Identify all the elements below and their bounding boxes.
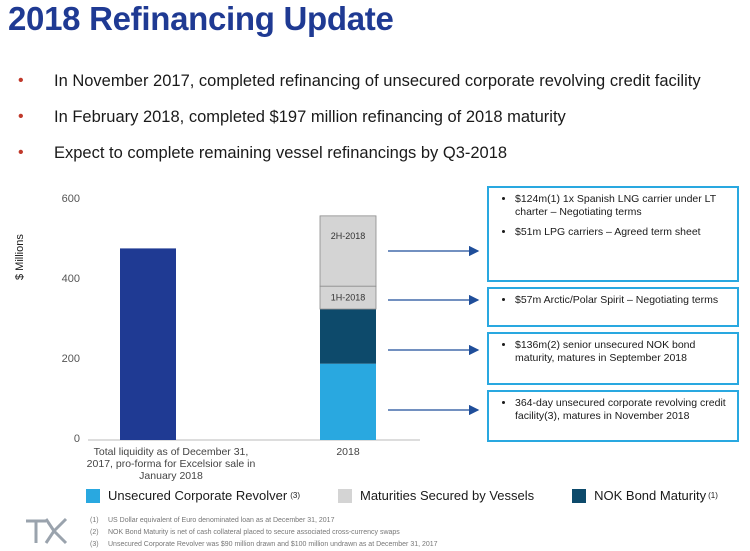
chart-legend: Unsecured Corporate Revolver (3) Maturit…: [86, 488, 750, 503]
legend-footnote-ref: (3): [290, 491, 300, 500]
legend-label: NOK Bond Maturity: [594, 488, 707, 503]
bullet-text: In November 2017, completed refinancing …: [54, 72, 701, 90]
legend-item-nok: NOK Bond Maturity (1): [572, 488, 718, 503]
bar-segment-unsecured-corporate-revolver: [320, 363, 376, 440]
footnote: (3) Unsecured Corporate Revolver was $90 …: [90, 539, 438, 551]
footnotes: (1) US Dollar equivalent of Euro denomina…: [90, 515, 438, 551]
legend-item-vessels: Maturities Secured by Vessels: [337, 488, 535, 503]
bullet-dot-icon: •: [18, 72, 24, 89]
callout-item: 364-day unsecured corporate revolving cr…: [515, 397, 731, 423]
bullet-item: • In February 2018, completed $197 millio…: [18, 106, 701, 142]
y-tick-label: 0: [73, 433, 80, 445]
bar-segment-label: 1H-2018: [331, 293, 366, 303]
legend-swatch: [86, 488, 100, 503]
footnote-text: US Dollar equivalent of Euro denominated…: [108, 517, 335, 524]
footnote-text: Unsecured Corporate Revolver was $90 mil…: [108, 541, 438, 548]
footnote: (1) US Dollar equivalent of Euro denomina…: [90, 515, 438, 527]
bar-segment-total-liquidity: [120, 248, 176, 440]
callout-item: $136m(2) senior unsecured NOK bond matur…: [515, 339, 731, 365]
footnote: (2) NOK Bond Maturity is net of cash coll…: [90, 527, 438, 539]
bullet-text: In February 2018, completed $197 million…: [54, 108, 566, 126]
legend-swatch: [572, 488, 587, 503]
legend-label: Maturities Secured by Vessels: [359, 488, 535, 503]
legend-footnote-ref: (1): [708, 491, 718, 500]
y-tick-label: 200: [61, 353, 80, 365]
bullet-list: • In November 2017, completed refinancing…: [18, 70, 701, 178]
callout-vessels-1h: $57m Arctic/Polar Spirit – Negotiating t…: [487, 287, 739, 327]
bullet-dot-icon: •: [18, 108, 24, 125]
bar-segment-2h-2018: [319, 215, 377, 287]
legend-swatch: [337, 488, 352, 503]
page-title: 2018 Refinancing Update: [8, 0, 394, 37]
bullet-dot-icon: •: [18, 144, 24, 161]
bullet-item: • In November 2017, completed refinancing…: [18, 70, 701, 106]
legend-item-revolver: Unsecured Corporate Revolver (3): [86, 488, 300, 503]
footnote-text: NOK Bond Maturity is net of cash collate…: [108, 529, 400, 536]
legend-label: Unsecured Corporate Revolver: [108, 488, 288, 503]
callout-item: $124m(1) 1x Spanish LNG carrier under LT…: [515, 193, 731, 219]
bar-segment-label: 2H-2018: [331, 231, 366, 241]
callout-nok-bond: $136m(2) senior unsecured NOK bond matur…: [487, 332, 739, 385]
callout-item: $51m LPG carriers – Agreed term sheet: [515, 226, 731, 239]
callout-item: $57m Arctic/Polar Spirit – Negotiating t…: [515, 294, 731, 307]
footnote-number: (2): [90, 529, 99, 536]
footnote-number: (1): [90, 517, 99, 524]
bar-segment-nok-bond-maturity: [320, 309, 376, 364]
y-tick-label: 600: [61, 193, 80, 205]
callout-vessels-2h: $124m(1) 1x Spanish LNG carrier under LT…: [487, 186, 739, 282]
company-logo-icon: [26, 517, 68, 545]
footnote-number: (3): [90, 541, 99, 548]
y-tick-label: 400: [61, 273, 80, 285]
callout-revolver: 364-day unsecured corporate revolving cr…: [487, 390, 739, 442]
bullet-text: Expect to complete remaining vessel refi…: [54, 144, 508, 162]
category-label-2018: 2018: [336, 446, 360, 458]
category-label-liquidity: Total liquidity as of December 31, 2017,…: [86, 446, 256, 482]
bullet-item: • Expect to complete remaining vessel ref…: [18, 142, 701, 178]
